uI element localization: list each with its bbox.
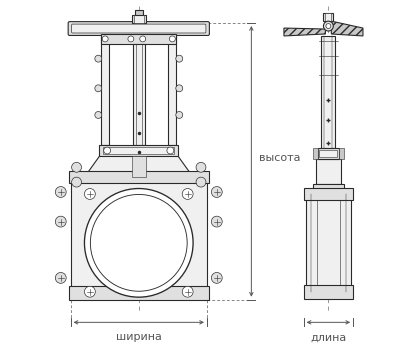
Circle shape — [196, 177, 206, 187]
Circle shape — [140, 36, 146, 42]
Circle shape — [95, 85, 102, 92]
Bar — [304, 285, 353, 299]
Text: высота: высота — [259, 153, 301, 163]
Circle shape — [55, 216, 66, 227]
Circle shape — [169, 36, 175, 42]
Bar — [316, 160, 341, 184]
Bar — [69, 171, 209, 183]
Circle shape — [211, 186, 222, 198]
Circle shape — [95, 111, 102, 118]
Bar — [101, 34, 176, 44]
Bar — [69, 286, 209, 300]
Circle shape — [182, 286, 193, 297]
Text: длина: длина — [310, 332, 346, 342]
Circle shape — [84, 189, 95, 199]
Circle shape — [326, 24, 331, 29]
Polygon shape — [331, 21, 363, 36]
Polygon shape — [284, 21, 326, 36]
Bar — [322, 36, 335, 147]
Circle shape — [72, 177, 82, 187]
Bar — [134, 15, 144, 23]
Circle shape — [102, 36, 108, 42]
Circle shape — [176, 85, 183, 92]
Bar — [324, 13, 333, 21]
Bar — [318, 147, 339, 160]
Bar — [135, 10, 143, 15]
Bar — [168, 34, 176, 145]
Bar — [132, 15, 146, 23]
FancyBboxPatch shape — [68, 22, 209, 35]
Circle shape — [211, 216, 222, 227]
Circle shape — [167, 147, 174, 154]
FancyBboxPatch shape — [72, 24, 206, 33]
Circle shape — [104, 147, 111, 154]
Circle shape — [72, 162, 82, 172]
Bar — [99, 145, 178, 156]
Circle shape — [176, 55, 183, 62]
Bar — [339, 147, 344, 160]
Bar — [320, 149, 337, 157]
Circle shape — [84, 286, 95, 297]
Bar — [132, 156, 146, 177]
Circle shape — [128, 36, 134, 42]
Circle shape — [84, 189, 193, 297]
Bar — [133, 44, 145, 145]
Circle shape — [176, 111, 183, 118]
Bar — [71, 177, 207, 293]
Polygon shape — [84, 156, 193, 177]
Text: ширина: ширина — [116, 332, 162, 342]
Circle shape — [196, 162, 206, 172]
Circle shape — [95, 55, 102, 62]
Bar — [103, 147, 174, 154]
Bar — [304, 188, 353, 200]
Bar — [326, 13, 331, 21]
Circle shape — [324, 21, 333, 31]
Bar — [312, 184, 344, 194]
Circle shape — [55, 186, 66, 198]
Circle shape — [211, 272, 222, 283]
Circle shape — [182, 189, 193, 199]
Bar — [312, 147, 318, 160]
Bar — [101, 34, 109, 145]
Bar — [306, 194, 351, 292]
Circle shape — [55, 272, 66, 283]
